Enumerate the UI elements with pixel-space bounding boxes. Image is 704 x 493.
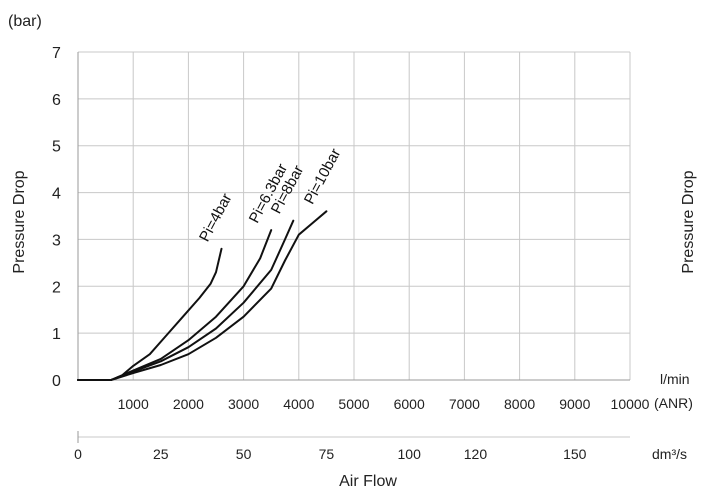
secondary-x-tick-label: 75 bbox=[319, 446, 335, 462]
x-tick-label: 10000 bbox=[611, 396, 650, 412]
y-tick-labels: 0 1 2 3 4 5 6 7 bbox=[52, 45, 61, 390]
y-tick-label: 3 bbox=[52, 232, 61, 249]
x-tick-label: 6000 bbox=[394, 396, 425, 412]
x-axis-label: Air Flow bbox=[339, 473, 397, 490]
y-tick-label: 6 bbox=[52, 92, 61, 109]
y-tick-label: 7 bbox=[52, 45, 61, 62]
y-tick-label: 4 bbox=[52, 186, 61, 203]
x-unit-top: l/min bbox=[660, 371, 690, 387]
x-tick-label: 4000 bbox=[283, 396, 314, 412]
secondary-x-tick-label: 150 bbox=[563, 446, 587, 462]
curves bbox=[77, 210, 328, 381]
x-unit-bottom: dm³/s bbox=[652, 446, 687, 462]
secondary-x-tick-label: 120 bbox=[464, 446, 488, 462]
secondary-x-tick-label: 0 bbox=[74, 446, 82, 462]
x-tick-label: 9000 bbox=[559, 396, 590, 412]
y-tick-label: 5 bbox=[52, 139, 61, 156]
secondary-x-tick-label: 100 bbox=[398, 446, 422, 462]
secondary-x-tick-label: 50 bbox=[236, 446, 252, 462]
y-tick-label: 0 bbox=[52, 373, 61, 390]
x-tick-label: 2000 bbox=[173, 396, 204, 412]
x-tick-label: 3000 bbox=[228, 396, 259, 412]
curve-label: Pi=4bar bbox=[196, 191, 235, 245]
curve-Pi=4bar bbox=[77, 247, 223, 381]
y-unit-label: (bar) bbox=[8, 13, 42, 30]
secondary-x-tick-label: 25 bbox=[153, 446, 169, 462]
x-tick-label: 1000 bbox=[118, 396, 149, 412]
curve-Pi=10bar bbox=[77, 210, 328, 381]
y-tick-label: 1 bbox=[52, 326, 61, 343]
y-tick-label: 2 bbox=[52, 279, 61, 296]
secondary-x-tick-labels: 0 25 50 75 100 120 150 bbox=[74, 431, 630, 462]
x-tick-label: 5000 bbox=[338, 396, 369, 412]
y-axis-label-right: Pressure Drop bbox=[680, 170, 697, 273]
x-tick-labels: 1000 2000 3000 4000 5000 6000 7000 8000 9000 1000… bbox=[118, 396, 650, 412]
x-tick-label: 8000 bbox=[504, 396, 535, 412]
y-axis-label: Pressure Drop bbox=[11, 170, 28, 273]
grid bbox=[77, 51, 631, 381]
curve-label: Pi=10bar bbox=[301, 146, 344, 207]
x-unit-anr: (ANR) bbox=[654, 395, 693, 411]
x-tick-label: 7000 bbox=[449, 396, 480, 412]
